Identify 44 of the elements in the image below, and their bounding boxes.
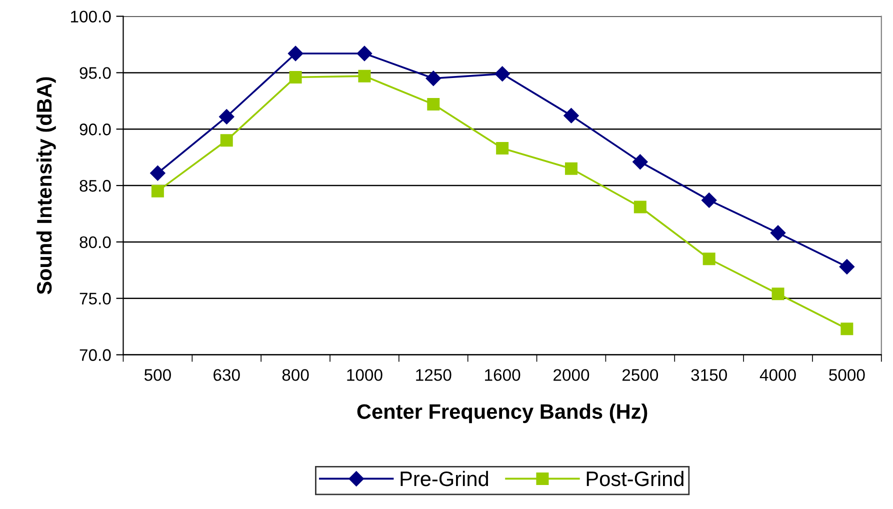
y-tick-label: 95.0 xyxy=(80,67,111,79)
point xyxy=(356,46,372,62)
point xyxy=(426,70,441,86)
y-tick-label: 85.0 xyxy=(80,180,111,192)
x-tick-label: 2500 xyxy=(622,369,658,381)
x-tick-label: 500 xyxy=(144,369,171,381)
point xyxy=(289,70,302,84)
x-tick-label: 2000 xyxy=(554,369,590,381)
point xyxy=(770,225,786,240)
y-axis-title: Sound Intensity (dBA) xyxy=(36,77,56,294)
x-tick-label: 4000 xyxy=(760,369,796,381)
legend-label: Pre-Grind xyxy=(400,470,488,486)
point xyxy=(494,66,510,82)
x-tick-label: 1000 xyxy=(347,369,382,381)
y-tick-label: 100.0 xyxy=(70,10,111,22)
y-tick-label: 75.0 xyxy=(80,292,111,305)
point xyxy=(427,98,440,111)
point xyxy=(634,200,646,214)
point xyxy=(839,259,854,274)
point xyxy=(288,46,304,62)
point xyxy=(702,192,717,208)
x-tick-label: 1250 xyxy=(416,369,452,381)
legend-label: Post-Grind xyxy=(586,470,684,486)
y-tick-label: 80.0 xyxy=(80,236,111,248)
point xyxy=(219,109,234,124)
point xyxy=(358,70,371,82)
y-tick-label: 70.0 xyxy=(80,349,111,361)
point xyxy=(564,108,579,124)
point xyxy=(702,252,716,266)
point xyxy=(840,322,854,336)
x-tick-label: 800 xyxy=(282,369,309,381)
x-axis-title: Center Frequency Bands (Hz) xyxy=(357,404,648,424)
y-tick-label: 90.0 xyxy=(80,124,111,136)
point xyxy=(564,162,578,175)
point xyxy=(772,288,784,300)
point xyxy=(632,154,648,170)
point xyxy=(150,166,166,181)
point xyxy=(151,184,164,198)
x-tick-label: 630 xyxy=(214,369,240,381)
point xyxy=(496,142,509,155)
x-tick-label: 3150 xyxy=(691,369,727,381)
x-tick-label: 5000 xyxy=(829,369,865,381)
point xyxy=(220,134,233,147)
x-tick-label: 1600 xyxy=(485,369,520,381)
